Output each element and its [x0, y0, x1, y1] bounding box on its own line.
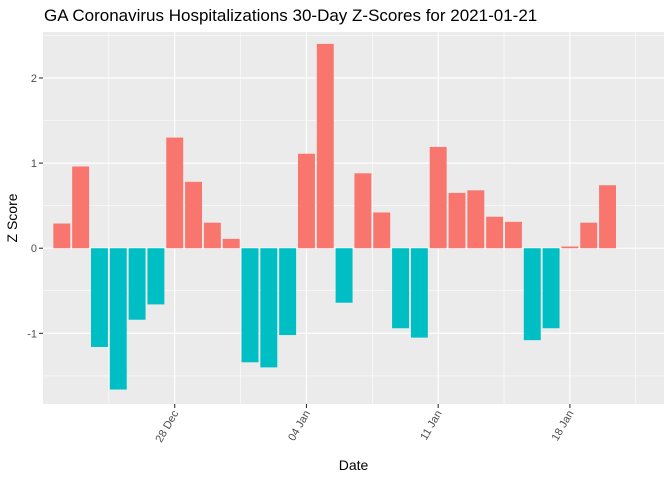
bar — [410, 248, 428, 338]
y-tick-label: 2 — [31, 73, 37, 85]
x-tick-label: 11 Jan — [418, 409, 445, 443]
bar — [260, 248, 278, 368]
bar — [448, 192, 466, 249]
bar — [166, 137, 184, 249]
y-tick-label: 0 — [31, 243, 37, 255]
bar — [486, 216, 504, 249]
bar — [53, 223, 71, 249]
y-axis-title: Z Score — [4, 193, 20, 242]
bar — [316, 43, 334, 249]
bar — [90, 248, 108, 347]
bar — [354, 173, 372, 249]
x-tick-label: 28 Dec — [154, 408, 182, 445]
bar — [523, 248, 541, 341]
bar — [72, 166, 90, 249]
bar — [203, 222, 221, 249]
bar — [241, 248, 259, 363]
bar — [147, 248, 165, 305]
bar — [109, 248, 127, 390]
bar — [392, 248, 410, 329]
y-axis: -1 0 1 2 — [27, 73, 43, 340]
bar — [128, 248, 146, 320]
bar — [373, 212, 391, 249]
bar — [279, 248, 297, 336]
x-axis-title: Date — [339, 457, 369, 473]
bar — [297, 153, 315, 249]
chart-title: GA Coronavirus Hospitalizations 30-Day Z… — [44, 6, 537, 25]
bar — [429, 146, 447, 249]
bar — [222, 238, 240, 249]
x-tick-label: 04 Jan — [286, 409, 313, 444]
bar — [580, 222, 598, 249]
bar — [335, 248, 353, 303]
y-tick-label: -1 — [27, 328, 37, 340]
bars — [53, 43, 617, 390]
bar — [542, 248, 560, 329]
x-axis: 28 Dec 04 Jan 11 Jan 18 Jan — [154, 404, 577, 445]
y-tick-label: 1 — [31, 158, 37, 170]
bar — [561, 246, 579, 249]
bar — [504, 221, 522, 249]
plot-panel — [43, 32, 664, 404]
x-tick-label: 18 Jan — [550, 409, 577, 444]
bar — [467, 190, 485, 249]
bar — [185, 181, 203, 249]
bar — [599, 185, 617, 249]
